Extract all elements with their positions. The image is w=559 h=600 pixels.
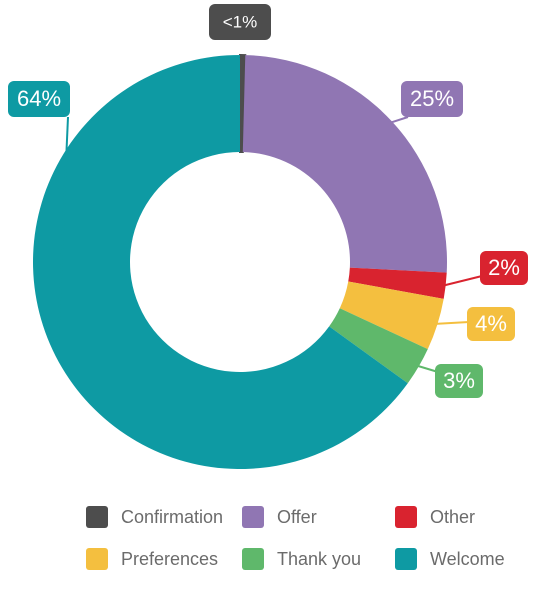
data-label-offer: 25% — [410, 86, 454, 111]
slice-offer[interactable] — [242, 55, 447, 273]
slice-preferences[interactable] — [339, 281, 444, 350]
data-label-box-preferences — [467, 307, 515, 341]
data-label-box-welcome — [8, 81, 70, 117]
donut-slices — [32, 53, 447, 469]
leader-line-welcome — [56, 116, 69, 356]
legend-swatch-offer — [242, 506, 264, 528]
leader-line-other — [443, 275, 483, 287]
slice-confirmation[interactable] — [239, 53, 247, 154]
legend-label-confirmation: Confirmation — [121, 506, 224, 527]
data-label-welcome: 64% — [17, 86, 61, 111]
data-label-other: 2% — [488, 255, 520, 280]
legend-swatch-thank-you — [242, 548, 264, 570]
data-label-preferences: 4% — [475, 311, 507, 336]
legend-label-thank-you: Thank you — [277, 548, 362, 569]
leader-line-offer — [390, 116, 409, 124]
data-label-box-confirmation — [209, 4, 271, 40]
data-label-thank-you: 3% — [443, 368, 475, 393]
slice-other[interactable] — [348, 267, 447, 299]
legend-swatch-preferences — [86, 548, 108, 570]
legend-swatch-confirmation — [86, 506, 108, 528]
legend-item-offer[interactable]: Offer — [242, 503, 317, 531]
donut-chart: <1% 25% 2% 4% 3% 64% — [8, 4, 528, 469]
legend-label-welcome: Welcome — [430, 548, 505, 569]
slice-callouts: <1% 25% 2% 4% 3% 64% — [8, 4, 528, 398]
legend-item-other[interactable]: Other — [395, 503, 475, 531]
legend-label-offer: Offer — [277, 506, 317, 527]
slice-thank-you[interactable] — [329, 308, 428, 384]
leader-line-preferences — [435, 321, 470, 325]
leader-line-confirmation — [239, 56, 243, 59]
leader-line-thank-you — [416, 364, 439, 373]
legend-swatch-other — [395, 506, 417, 528]
legend-label-other: Other — [430, 506, 476, 527]
legend-item-preferences[interactable]: Preferences — [86, 545, 218, 573]
data-label-box-thank-you — [435, 364, 483, 398]
legend-item-thank-you[interactable]: Thank you — [242, 545, 361, 573]
slice-welcome[interactable] — [32, 55, 408, 469]
data-label-confirmation: <1% — [223, 12, 258, 31]
data-label-box-offer — [401, 81, 463, 117]
legend-label-preferences: Preferences — [121, 548, 219, 569]
data-label-box-other — [480, 251, 528, 285]
legend-item-welcome[interactable]: Welcome — [395, 545, 505, 573]
legend-swatch-welcome — [395, 548, 417, 570]
legend-item-confirmation[interactable]: Confirmation — [86, 503, 223, 531]
